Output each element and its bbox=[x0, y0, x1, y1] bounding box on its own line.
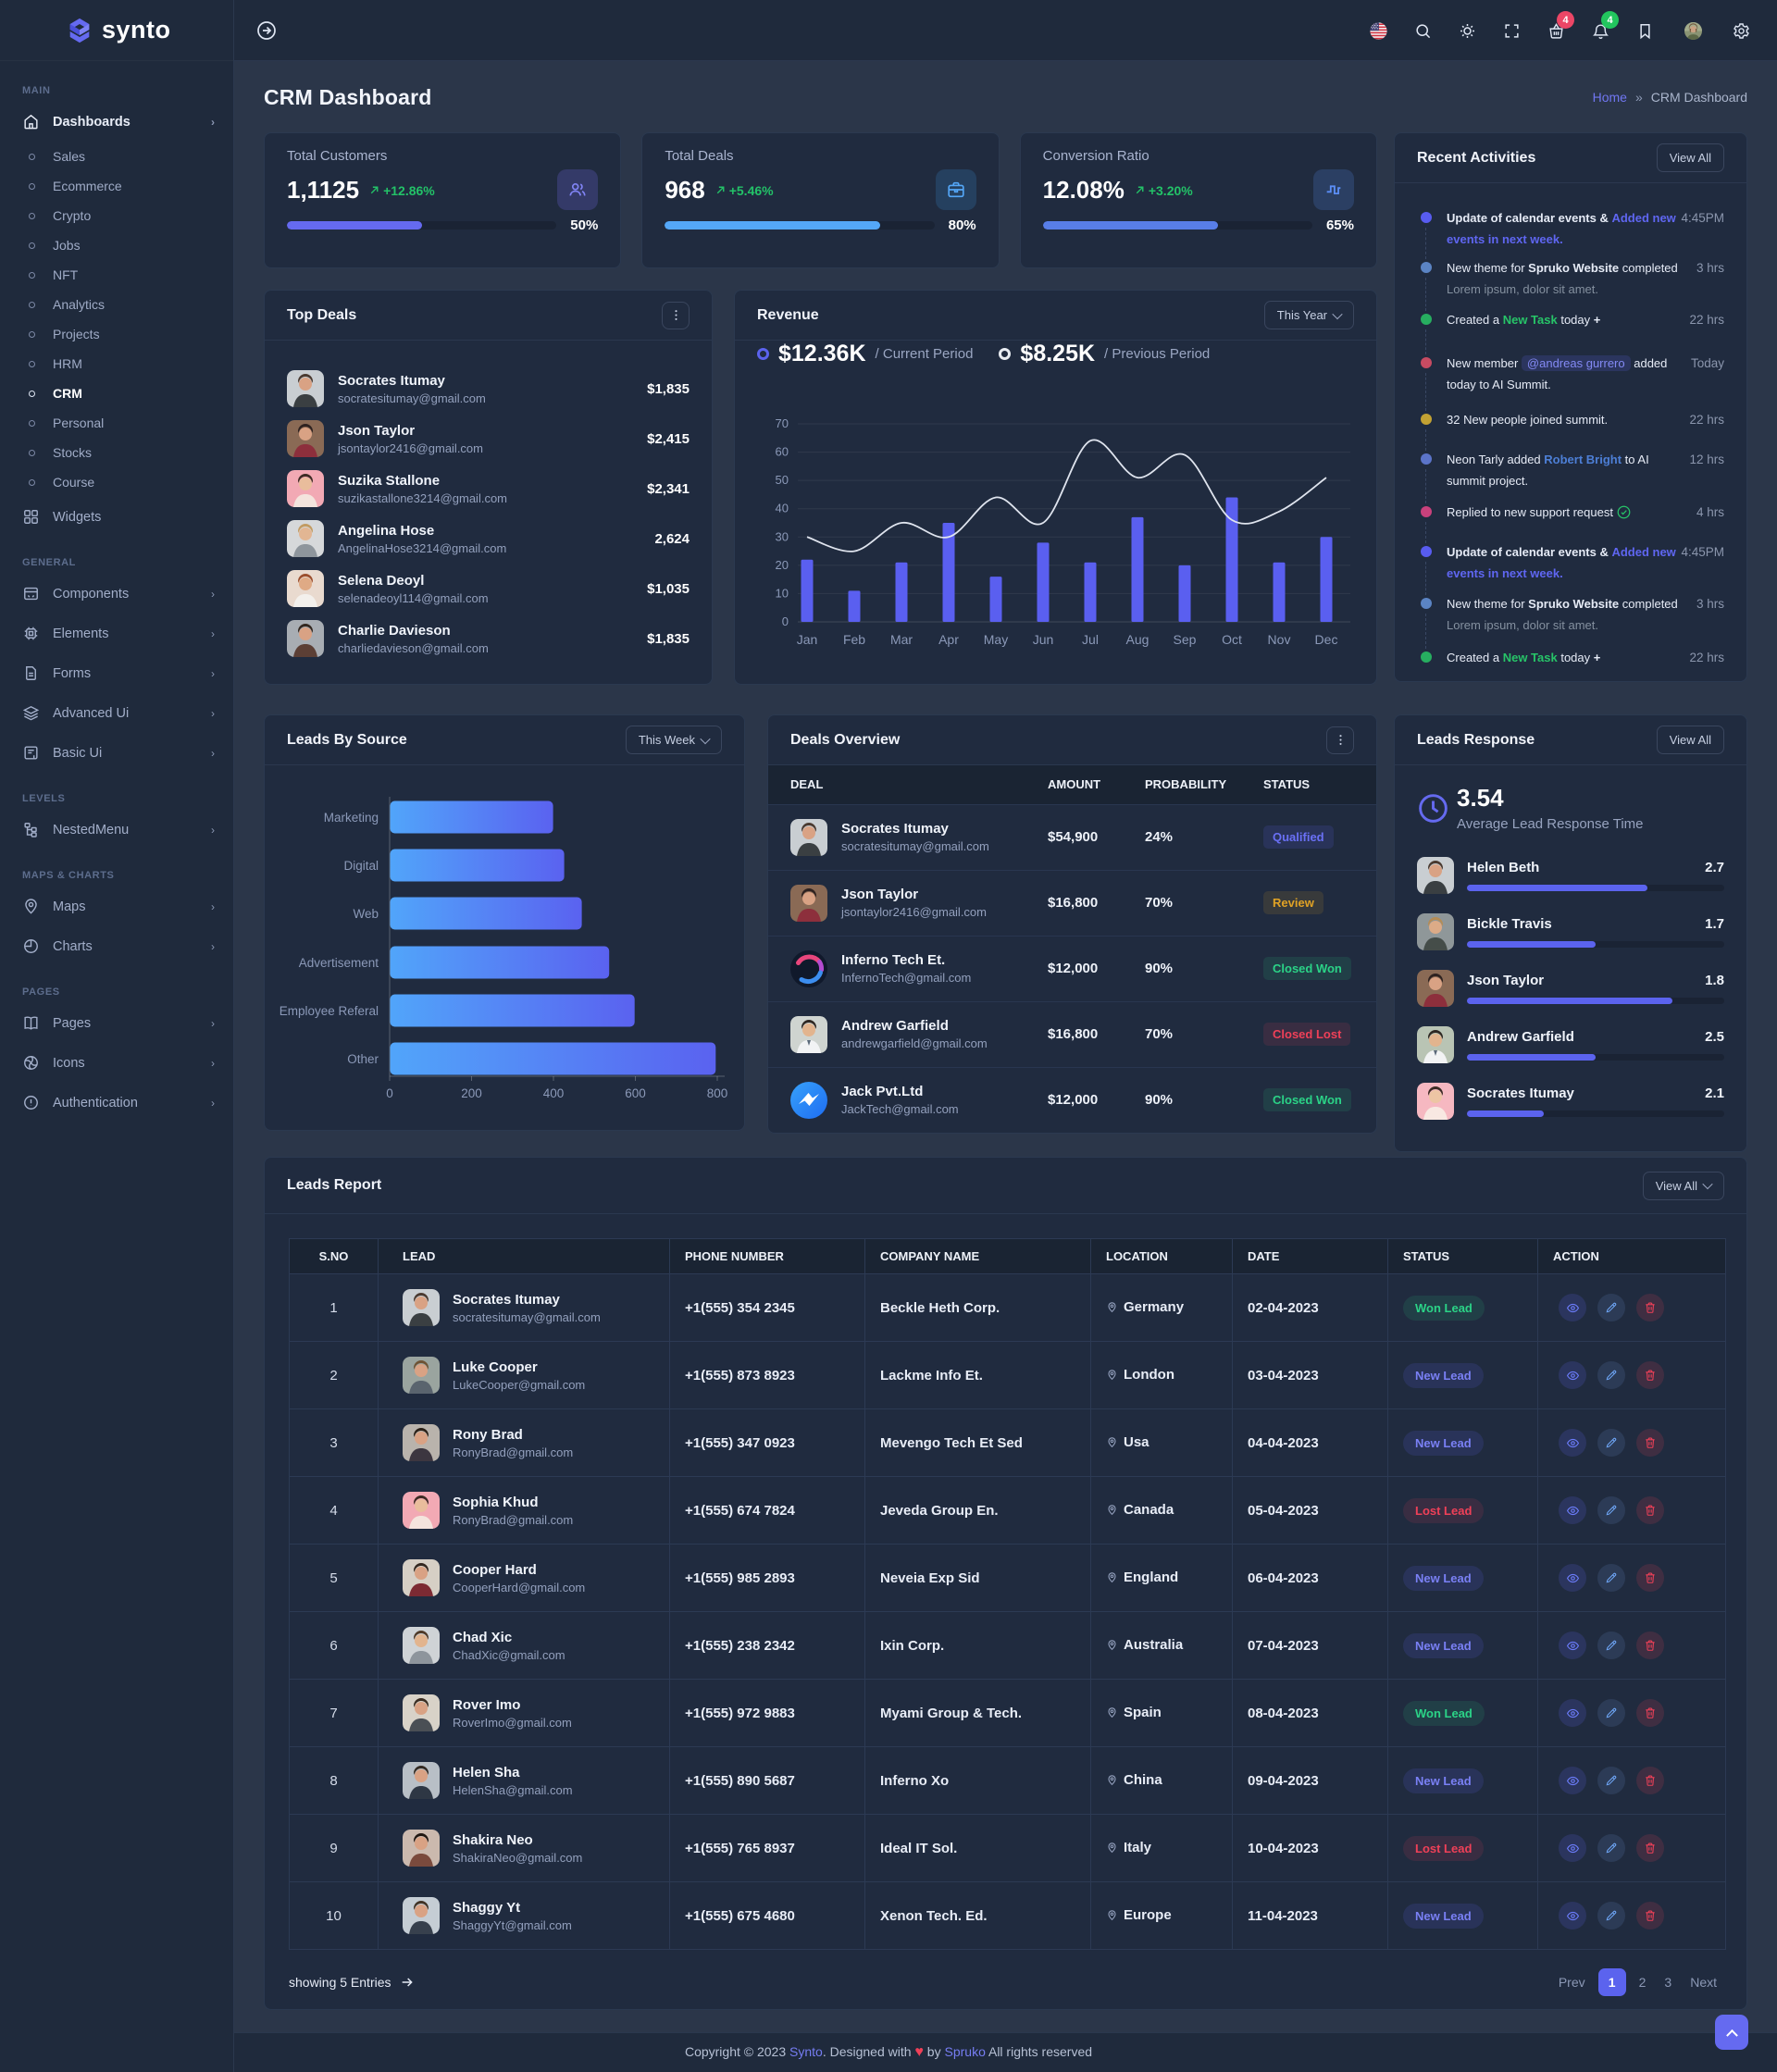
svg-text:0: 0 bbox=[782, 614, 789, 628]
svg-text:800: 800 bbox=[707, 1086, 728, 1100]
svg-text:Other: Other bbox=[347, 1052, 379, 1066]
svg-text:30: 30 bbox=[776, 529, 789, 543]
svg-text:10: 10 bbox=[776, 586, 789, 600]
svg-text:20: 20 bbox=[776, 558, 789, 572]
svg-text:50: 50 bbox=[776, 473, 789, 487]
svg-text:Dec: Dec bbox=[1315, 632, 1338, 647]
svg-text:0: 0 bbox=[386, 1086, 393, 1100]
svg-text:600: 600 bbox=[625, 1086, 646, 1100]
svg-text:Mar: Mar bbox=[890, 632, 913, 647]
svg-text:Apr: Apr bbox=[938, 632, 959, 647]
svg-text:Advertisement: Advertisement bbox=[299, 956, 379, 970]
svg-text:Marketing: Marketing bbox=[324, 811, 379, 825]
svg-text:60: 60 bbox=[776, 445, 789, 459]
svg-text:Employee Referal: Employee Referal bbox=[280, 1004, 379, 1018]
svg-text:Sep: Sep bbox=[1174, 632, 1197, 647]
svg-text:Digital: Digital bbox=[343, 859, 379, 873]
svg-text:Web: Web bbox=[353, 907, 379, 921]
svg-text:400: 400 bbox=[543, 1086, 565, 1100]
svg-text:Jun: Jun bbox=[1033, 632, 1054, 647]
svg-text:Nov: Nov bbox=[1268, 632, 1291, 647]
svg-text:Jan: Jan bbox=[797, 632, 818, 647]
svg-text:200: 200 bbox=[461, 1086, 482, 1100]
svg-text:Jul: Jul bbox=[1082, 632, 1099, 647]
svg-text:May: May bbox=[984, 632, 1008, 647]
svg-text:Feb: Feb bbox=[843, 632, 865, 647]
svg-text:Aug: Aug bbox=[1126, 632, 1149, 647]
svg-text:70: 70 bbox=[776, 416, 789, 430]
svg-text:40: 40 bbox=[776, 502, 789, 515]
svg-text:Oct: Oct bbox=[1222, 632, 1242, 647]
